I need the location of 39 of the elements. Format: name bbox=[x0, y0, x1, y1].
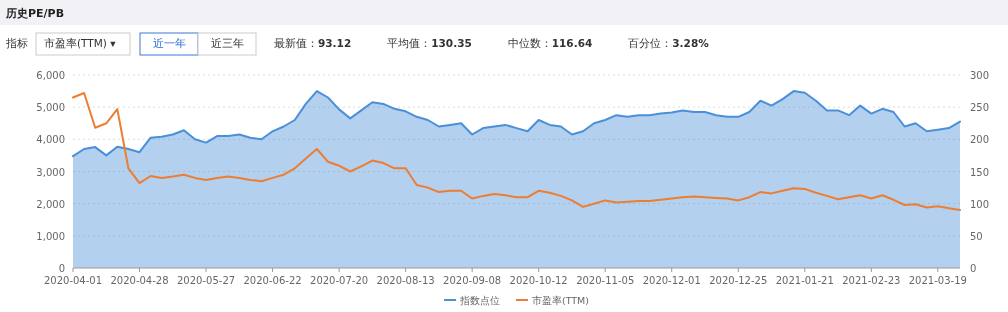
annotation: 指标 bbox=[6, 37, 28, 49]
y2-tick-label: 200 bbox=[970, 134, 990, 146]
x-tick-label: 2020-12-01 bbox=[642, 275, 701, 286]
annotation: 平均值：130.35 bbox=[387, 37, 472, 49]
y2-tick-label: 50 bbox=[970, 230, 983, 242]
y2-tick-label: 150 bbox=[970, 166, 990, 178]
title: 历史PE/PB bbox=[6, 7, 65, 20]
y-tick-label: 5,000 bbox=[36, 102, 65, 114]
x-tick-label: 2020-06-22 bbox=[243, 275, 302, 286]
x-tick-label: 2021-01-21 bbox=[775, 275, 834, 286]
legend-label: 指数点位 bbox=[458, 294, 500, 306]
x-tick-label: 2020-05-27 bbox=[176, 275, 236, 286]
annotation: 市盈率(TTM) ▾ bbox=[35, 32, 131, 56]
y-tick-label: 4,000 bbox=[36, 134, 65, 146]
annotation: 近三年 bbox=[197, 32, 257, 56]
legend-label: 市盈率(TTM) bbox=[531, 294, 590, 306]
x-tick-label: 2020-10-12 bbox=[509, 275, 568, 286]
y-tick-label: 6,000 bbox=[36, 70, 65, 81]
x-tick-label: 2020-11-05 bbox=[576, 275, 635, 286]
annotation: 最新值：93.12 bbox=[274, 37, 352, 49]
x-tick-label: 2020-07-20 bbox=[310, 275, 369, 286]
x-tick-label: 2020-12-25 bbox=[709, 275, 768, 286]
x-tick-label: 2021-02-23 bbox=[842, 275, 901, 286]
y2-tick-label: 0 bbox=[970, 263, 977, 274]
y-tick-label: 0 bbox=[58, 263, 65, 274]
annotation: 中位数：116.64 bbox=[507, 37, 593, 49]
x-tick-label: 2020-09-08 bbox=[443, 275, 502, 286]
x-tick-label: 2020-04-28 bbox=[110, 275, 169, 286]
x-tick-label: 2020-04-01 bbox=[43, 275, 103, 286]
y2-tick-label: 300 bbox=[970, 70, 990, 81]
y2-tick-label: 100 bbox=[970, 198, 990, 210]
annotation: 百分位：3.28% bbox=[628, 37, 709, 49]
y2-tick-label: 250 bbox=[970, 102, 990, 114]
x-tick-label: 2021-03-19 bbox=[908, 275, 967, 286]
annotation: 近一年 bbox=[139, 32, 199, 56]
y-tick-label: 2,000 bbox=[36, 198, 65, 210]
x-tick-label: 2020-08-13 bbox=[376, 275, 435, 286]
y-tick-label: 1,000 bbox=[36, 230, 65, 242]
y-tick-label: 3,000 bbox=[36, 166, 65, 178]
